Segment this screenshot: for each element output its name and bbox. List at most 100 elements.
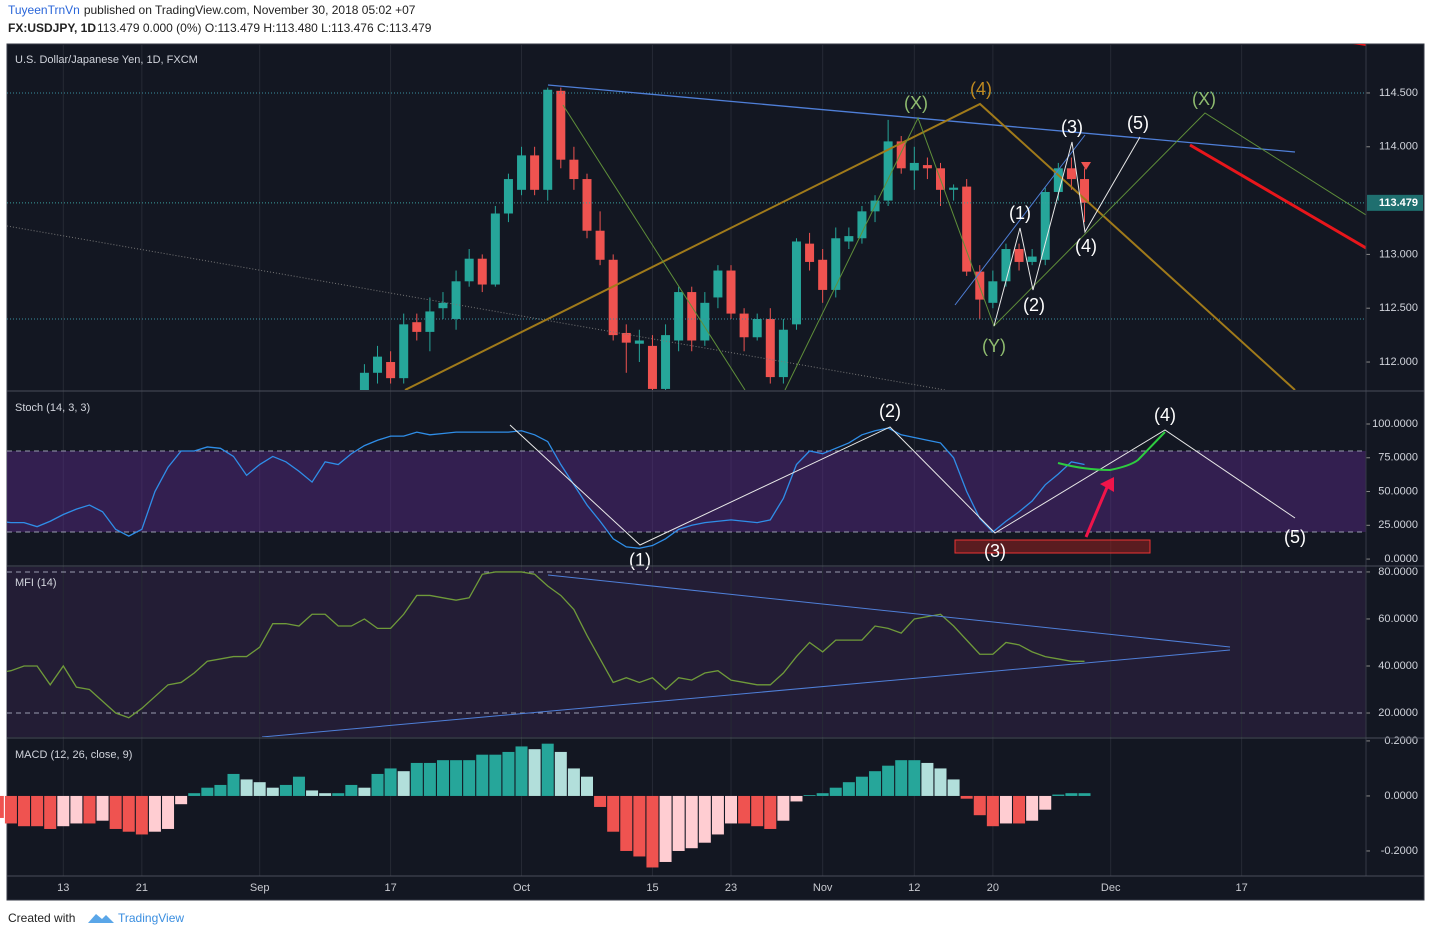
candle-body	[399, 324, 409, 379]
histogram-bar	[816, 793, 829, 796]
y-tick-label: 112.500	[1379, 302, 1418, 314]
candle-body	[621, 332, 631, 343]
y-tick-label: -0.2000	[1381, 845, 1418, 857]
y-tick-label: 80.0000	[1378, 566, 1418, 578]
candle-body	[477, 258, 487, 285]
wave-label: (Y)	[982, 336, 1006, 356]
histogram-bar	[541, 743, 554, 796]
pane-title: MFI (14)	[15, 577, 57, 589]
candle-body	[922, 165, 932, 169]
histogram-bar	[332, 793, 345, 796]
candle-body	[1053, 168, 1063, 192]
pane-line	[7, 571, 1085, 719]
candle-body	[962, 186, 972, 272]
arrow	[1084, 484, 1110, 538]
band	[7, 451, 1366, 533]
candle-body	[1040, 191, 1050, 260]
x-tick-label: 20	[987, 882, 999, 894]
x-tick-label: Oct	[513, 882, 530, 894]
y-tick-label: 0.0000	[1384, 790, 1418, 802]
histogram-bar	[345, 784, 358, 796]
histogram-bar	[908, 760, 921, 796]
chart-area	[6, 43, 1425, 901]
candle-body	[791, 241, 801, 325]
histogram-bar	[436, 760, 449, 796]
candle-body	[896, 141, 906, 169]
wave-label: (2)	[879, 401, 901, 421]
histogram-bar	[279, 784, 292, 796]
candle-body	[490, 213, 500, 285]
x-tick-label: Nov	[813, 882, 833, 894]
candle-body	[1027, 256, 1037, 262]
y-tick-label: 60.0000	[1378, 613, 1418, 625]
x-tick-label: 23	[725, 882, 737, 894]
candle-body	[674, 292, 684, 341]
wave-line	[509, 424, 1296, 546]
candle-body	[543, 89, 553, 190]
histogram-bar	[397, 771, 410, 796]
wave-label: (1)	[629, 550, 651, 570]
histogram-bar	[580, 776, 593, 796]
candle-body	[1066, 168, 1076, 180]
candle-body	[595, 230, 605, 260]
histogram-bar	[895, 760, 908, 796]
histogram-bar	[450, 760, 463, 796]
candle-body	[1001, 249, 1011, 282]
candle-body	[464, 258, 474, 282]
candle-body	[425, 311, 435, 332]
histogram-bar	[528, 749, 541, 796]
indicator-line	[7, 571, 1085, 719]
candle-body	[373, 356, 383, 373]
x-tick-label: 13	[57, 882, 69, 894]
wave-label: (3)	[1061, 117, 1083, 137]
footer-brand[interactable]: TradingView	[118, 911, 184, 925]
histogram-bar	[240, 779, 253, 796]
pane-line	[7, 427, 1085, 549]
candle-body	[582, 179, 592, 231]
candle-body	[765, 318, 775, 378]
candle-body	[1080, 179, 1090, 203]
histogram-bar	[201, 787, 214, 796]
marks	[0, 87, 1366, 868]
x-tick-label: 21	[136, 882, 148, 894]
histogram-bar	[685, 795, 698, 849]
histogram-bar	[253, 782, 266, 796]
candle-body	[752, 318, 762, 338]
x-tick-label: 17	[384, 882, 396, 894]
histogram-bar	[659, 795, 672, 862]
candle-body	[805, 243, 815, 262]
histogram-bar	[1013, 795, 1026, 824]
candle-body	[661, 335, 671, 389]
trend-line	[547, 574, 1231, 648]
candle-body	[909, 162, 919, 171]
symbol: FX:USDJPY, 1D	[8, 21, 96, 35]
author[interactable]: TuyeenTrnVn	[8, 3, 80, 17]
indicator-line	[7, 427, 1085, 549]
y-tick-label: 40.0000	[1378, 660, 1418, 672]
histogram-bar	[135, 795, 148, 835]
histogram-bar	[777, 795, 790, 821]
histogram-bar	[4, 795, 17, 824]
histogram-bar	[764, 795, 777, 829]
histogram-bar	[31, 795, 44, 827]
drawings	[7, 44, 1366, 737]
candle-body	[713, 270, 723, 298]
wave-label: (5)	[1127, 113, 1149, 133]
candle-body	[778, 329, 788, 378]
histogram-bar	[947, 779, 960, 796]
histogram-bar	[306, 790, 319, 796]
y-tick-label: 50.0000	[1378, 485, 1418, 497]
histogram-bar	[1065, 793, 1078, 796]
y-tick-label: 112.000	[1379, 356, 1418, 368]
pane-title: U.S. Dollar/Japanese Yen, 1D, FXCM	[15, 54, 198, 66]
candle-body	[647, 345, 657, 389]
histogram-bar	[371, 773, 384, 796]
x-tick-label: Sep	[250, 882, 270, 894]
histogram-bar	[122, 795, 135, 832]
histogram-bar	[175, 795, 188, 805]
candle-body	[530, 155, 540, 190]
histogram-bar	[18, 795, 31, 827]
histogram-bar	[1052, 794, 1065, 796]
candle-body	[386, 362, 396, 379]
